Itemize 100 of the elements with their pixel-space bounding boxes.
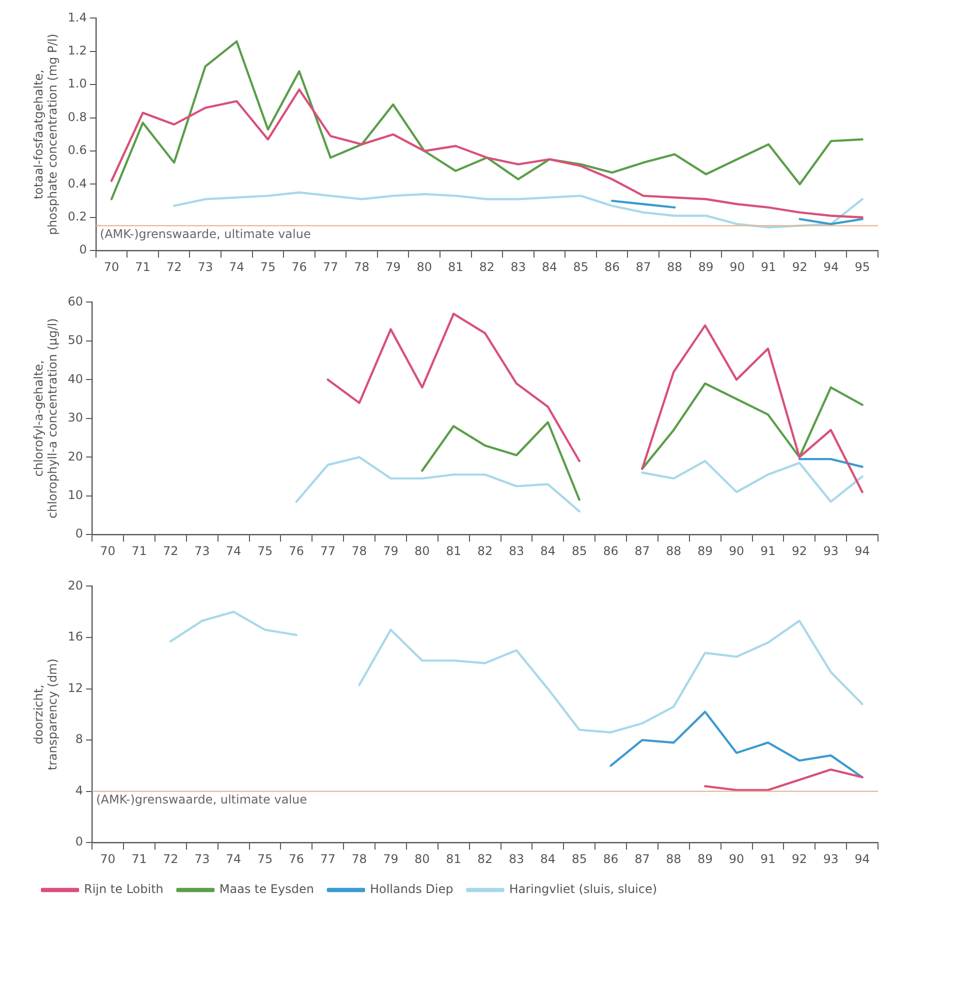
x-tick-label: 72 [166, 260, 182, 274]
y-tick-label: 0 [79, 242, 87, 257]
x-tick-label: 92 [792, 544, 808, 558]
x-tick-label: 85 [573, 260, 588, 274]
x-tick-label: 75 [260, 260, 276, 274]
x-tick-label: 72 [163, 852, 178, 866]
x-tick-label: 74 [229, 260, 244, 274]
y-tick-label: 0.8 [68, 110, 87, 124]
y-tick-label: 1.4 [68, 10, 87, 24]
legend-label: Hollands Diep [370, 882, 454, 896]
ref-line-label: (AMK-)grenswaarde, ultimate value [96, 792, 308, 806]
legend-label: Maas te Eysden [219, 882, 314, 896]
x-tick-label: 75 [257, 544, 273, 558]
x-tick-label: 71 [135, 260, 150, 274]
y-tick-label: 1.0 [68, 76, 87, 91]
x-tick-label: 78 [352, 852, 367, 866]
y-axis-title: doorzicht, transparency (dm) [31, 658, 60, 770]
x-tick-label: 82 [477, 544, 493, 558]
y-axis-title: chlorofyl-a-gehalte, chlorophyll-a concentration (µg/l) [31, 318, 60, 519]
x-tick-label: 79 [385, 260, 401, 274]
x-tick-label: 86 [604, 260, 620, 274]
x-tick-label: 93 [823, 544, 838, 558]
x-tick-label: 81 [446, 544, 462, 558]
x-tick-label: 87 [634, 852, 650, 866]
x-tick-label: 82 [477, 852, 493, 866]
x-tick-label: 89 [698, 260, 714, 274]
x-tick-label: 74 [226, 544, 242, 558]
x-tick-label: 79 [383, 852, 398, 866]
y-tick-label: 0 [75, 834, 84, 849]
x-tick-label: 80 [416, 260, 432, 274]
x-tick-label: 83 [508, 544, 524, 558]
x-tick-label: 80 [414, 852, 430, 866]
y-tick-label: 16 [68, 630, 84, 644]
x-tick-label: 85 [572, 852, 587, 866]
y-tick-label: 12 [68, 680, 84, 695]
x-tick-label: 91 [760, 852, 776, 866]
x-tick-label: 91 [760, 544, 776, 558]
x-tick-label: 75 [257, 852, 273, 866]
x-tick-label: 90 [728, 544, 744, 558]
y-tick-label: 0.4 [68, 176, 87, 190]
x-tick-label: 82 [479, 260, 495, 274]
x-tick-label: 71 [132, 544, 147, 558]
x-tick-label: 87 [634, 544, 650, 558]
y-tick-label: 0.6 [68, 143, 87, 158]
x-tick-label: 84 [540, 852, 556, 866]
x-tick-label: 90 [728, 852, 744, 866]
x-tick-label: 84 [540, 544, 556, 558]
x-tick-label: 95 [854, 260, 870, 274]
x-tick-label: 87 [636, 260, 652, 274]
x-tick-label: 76 [288, 852, 304, 866]
x-tick-label: 77 [322, 260, 338, 274]
x-tick-label: 88 [666, 544, 682, 558]
x-tick-label: 81 [446, 852, 462, 866]
x-tick-label: 91 [760, 260, 776, 274]
x-tick-label: 81 [448, 260, 464, 274]
x-tick-label: 78 [352, 544, 367, 558]
ref-line-label: (AMK-)grenswaarde, ultimate value [100, 226, 311, 241]
x-tick-label: 78 [354, 260, 370, 274]
x-tick-label: 70 [100, 852, 116, 866]
x-tick-label: 76 [288, 544, 304, 558]
x-tick-label: 80 [414, 544, 430, 558]
y-tick-label: 30 [68, 410, 84, 425]
x-tick-label: 88 [666, 852, 682, 866]
x-tick-label: 73 [198, 260, 214, 274]
legend-label: Haringvliet (sluis, sluice) [509, 882, 658, 896]
legend-label: Rijn te Lobith [84, 882, 164, 896]
x-tick-label: 83 [510, 260, 526, 274]
x-tick-label: 79 [383, 544, 398, 558]
x-tick-label: 70 [104, 260, 120, 274]
x-tick-label: 72 [163, 544, 178, 558]
y-tick-label: 0.2 [68, 210, 87, 224]
x-tick-label: 93 [823, 852, 838, 866]
x-tick-label: 74 [226, 852, 242, 866]
x-tick-label: 73 [194, 852, 210, 866]
y-tick-label: 8 [75, 732, 84, 746]
x-tick-label: 70 [100, 544, 116, 558]
x-tick-label: 84 [542, 260, 558, 274]
y-tick-label: 20 [68, 449, 84, 464]
y-tick-label: 0 [75, 526, 84, 541]
x-tick-label: 94 [854, 544, 870, 558]
x-tick-label: 88 [667, 260, 682, 274]
x-tick-label: 94 [854, 852, 870, 866]
x-tick-label: 89 [697, 544, 713, 558]
x-tick-label: 86 [603, 852, 618, 866]
y-axis-title: totaal-fosfaatgehalte, phosphate concentration (mg P/l) [31, 34, 60, 236]
y-tick-label: 60 [68, 294, 84, 308]
x-tick-label: 89 [697, 852, 713, 866]
x-tick-label: 73 [194, 544, 210, 558]
y-tick-label: 1.2 [68, 44, 87, 58]
x-tick-label: 76 [292, 260, 307, 274]
y-tick-label: 4 [75, 783, 84, 798]
x-tick-label: 92 [792, 852, 808, 866]
x-tick-label: 86 [603, 544, 618, 558]
y-tick-label: 50 [68, 333, 84, 348]
x-tick-label: 90 [730, 260, 745, 274]
x-tick-label: 77 [320, 852, 336, 866]
x-tick-label: 83 [508, 852, 524, 866]
y-tick-label: 40 [68, 372, 84, 386]
x-tick-label: 92 [792, 260, 808, 274]
x-tick-label: 94 [823, 260, 839, 274]
